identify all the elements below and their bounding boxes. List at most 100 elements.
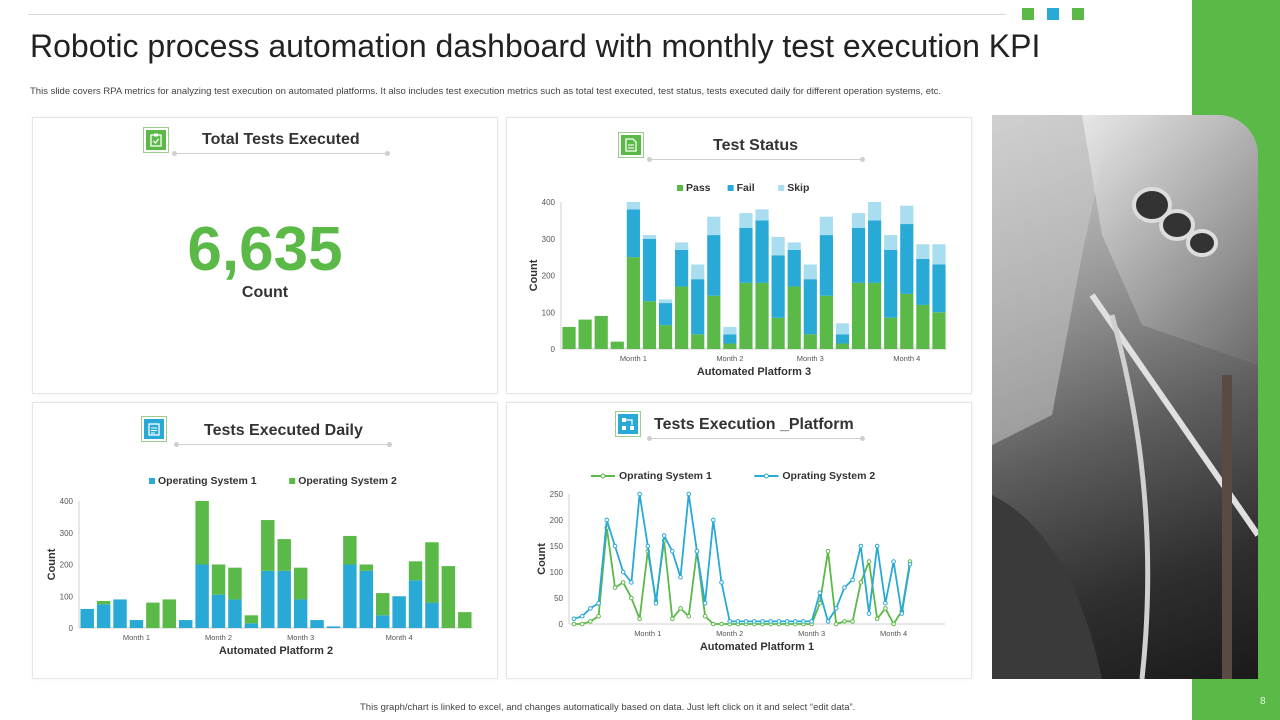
line-point bbox=[678, 574, 683, 580]
legend-label: Operating System 1 bbox=[158, 475, 257, 487]
line-point bbox=[571, 621, 577, 627]
line-point bbox=[612, 585, 618, 590]
line-point bbox=[825, 619, 831, 624]
line-point bbox=[620, 580, 626, 585]
total-tests-panel[interactable]: Total Tests Executed 6,635 Count bbox=[32, 117, 498, 394]
bar-segment bbox=[113, 599, 127, 628]
line-point bbox=[817, 600, 823, 606]
tests-daily-chart[interactable]: 0 100 200 300 400 Count Automated Platform 2 Mo… bbox=[33, 403, 497, 678]
bar-segment bbox=[310, 620, 324, 628]
bar-segment bbox=[835, 323, 850, 335]
y-axis-label: Count bbox=[528, 259, 540, 291]
line-point bbox=[833, 621, 839, 627]
bar-segment bbox=[884, 317, 898, 349]
legend-swatch bbox=[149, 478, 155, 484]
bar-segment bbox=[425, 542, 439, 603]
bar-segment bbox=[562, 326, 576, 349]
bar-segment bbox=[211, 564, 226, 595]
bar-segment bbox=[803, 264, 817, 280]
bar-segment bbox=[739, 282, 753, 349]
bar-segment bbox=[739, 213, 753, 228]
line-point bbox=[842, 585, 847, 590]
x-tick-label: Month 2 bbox=[716, 629, 743, 638]
y-tick-label: 300 bbox=[60, 529, 74, 538]
line-point bbox=[858, 543, 864, 549]
test-status-chart[interactable]: 0 100 200 300 400 Count Automated Platform 3 Mo… bbox=[507, 118, 971, 393]
bar-segment bbox=[916, 258, 930, 305]
bar-segment bbox=[277, 570, 291, 628]
page-subtitle: This slide covers RPA metrics for analyz… bbox=[30, 86, 942, 97]
y-tick-label: 400 bbox=[542, 198, 556, 207]
bar-segment bbox=[755, 282, 769, 349]
bar-segment bbox=[819, 216, 833, 236]
bar-segment bbox=[771, 255, 785, 318]
line-point bbox=[784, 619, 790, 624]
line-point bbox=[760, 619, 765, 624]
legend-label: Operating System 2 bbox=[298, 475, 397, 487]
bar-segment bbox=[900, 293, 914, 349]
line-point bbox=[883, 606, 888, 611]
x-tick-label: Month 1 bbox=[123, 633, 150, 642]
bar-segment bbox=[771, 317, 785, 349]
bar-segment bbox=[578, 319, 592, 349]
tests-platform-chart[interactable]: 0 50 100 150 200 250 Count Automated Platform 1… bbox=[507, 403, 971, 678]
bar-segment bbox=[96, 604, 111, 628]
bar-segment bbox=[803, 279, 817, 335]
line-point bbox=[891, 559, 896, 564]
line-point bbox=[711, 517, 716, 523]
line-point bbox=[801, 619, 806, 624]
bar-segment bbox=[819, 295, 833, 349]
line-point bbox=[874, 543, 880, 549]
line-point bbox=[604, 517, 610, 523]
line-point bbox=[686, 613, 692, 619]
line-point bbox=[809, 619, 814, 624]
tests-platform-panel[interactable]: Tests Execution _Platform 0 50 100 150 200 25… bbox=[506, 402, 972, 679]
line-point bbox=[850, 577, 855, 583]
bar-segment bbox=[675, 242, 689, 250]
tests-daily-panel[interactable]: Tests Executed Daily 0 100 200 300 400 Count A… bbox=[32, 402, 498, 679]
line-point bbox=[858, 580, 864, 585]
test-status-panel[interactable]: Test Status 0 100 200 300 400 Count Automated … bbox=[506, 117, 972, 394]
line-point bbox=[866, 559, 872, 564]
line-point bbox=[719, 621, 724, 627]
x-tick-label: Month 4 bbox=[893, 354, 920, 363]
bar-segment bbox=[642, 238, 657, 302]
accent-square bbox=[1072, 8, 1084, 20]
y-tick-label: 200 bbox=[542, 272, 556, 281]
bar-segment bbox=[293, 599, 308, 628]
bar-segment bbox=[658, 325, 673, 349]
bar-segment bbox=[851, 213, 866, 228]
bar-segment bbox=[211, 594, 226, 628]
bar-segment bbox=[642, 235, 657, 239]
line-point bbox=[629, 595, 634, 601]
bar-segment bbox=[755, 220, 769, 283]
line-point bbox=[694, 548, 700, 554]
bar-segment bbox=[594, 315, 608, 349]
panel-title: Tests Execution _Platform bbox=[654, 416, 854, 433]
line-point bbox=[817, 590, 823, 596]
bar-segment bbox=[375, 593, 390, 616]
x-tick-label: Month 3 bbox=[287, 633, 314, 642]
bar-segment bbox=[408, 561, 423, 581]
line-point bbox=[670, 548, 675, 554]
line-point bbox=[686, 491, 692, 497]
bar-segment bbox=[723, 334, 737, 344]
y-tick-label: 100 bbox=[60, 592, 74, 601]
title-underline bbox=[172, 151, 390, 156]
line-point bbox=[620, 569, 626, 575]
bar-segment bbox=[244, 623, 259, 628]
line-point bbox=[842, 619, 847, 624]
bar-segment bbox=[658, 303, 673, 326]
y-tick-label: 250 bbox=[550, 490, 564, 499]
bar-segment bbox=[851, 282, 866, 349]
bar-segment bbox=[626, 209, 640, 258]
bar-segment bbox=[162, 599, 177, 628]
line-point bbox=[792, 619, 798, 624]
accent-square bbox=[1047, 8, 1059, 20]
line-point bbox=[588, 606, 593, 611]
legend-swatch bbox=[778, 185, 785, 191]
legend-swatch bbox=[677, 185, 683, 191]
line-point bbox=[711, 621, 716, 627]
bar-segment bbox=[96, 601, 111, 605]
total-tests-caption: Count bbox=[241, 284, 289, 301]
